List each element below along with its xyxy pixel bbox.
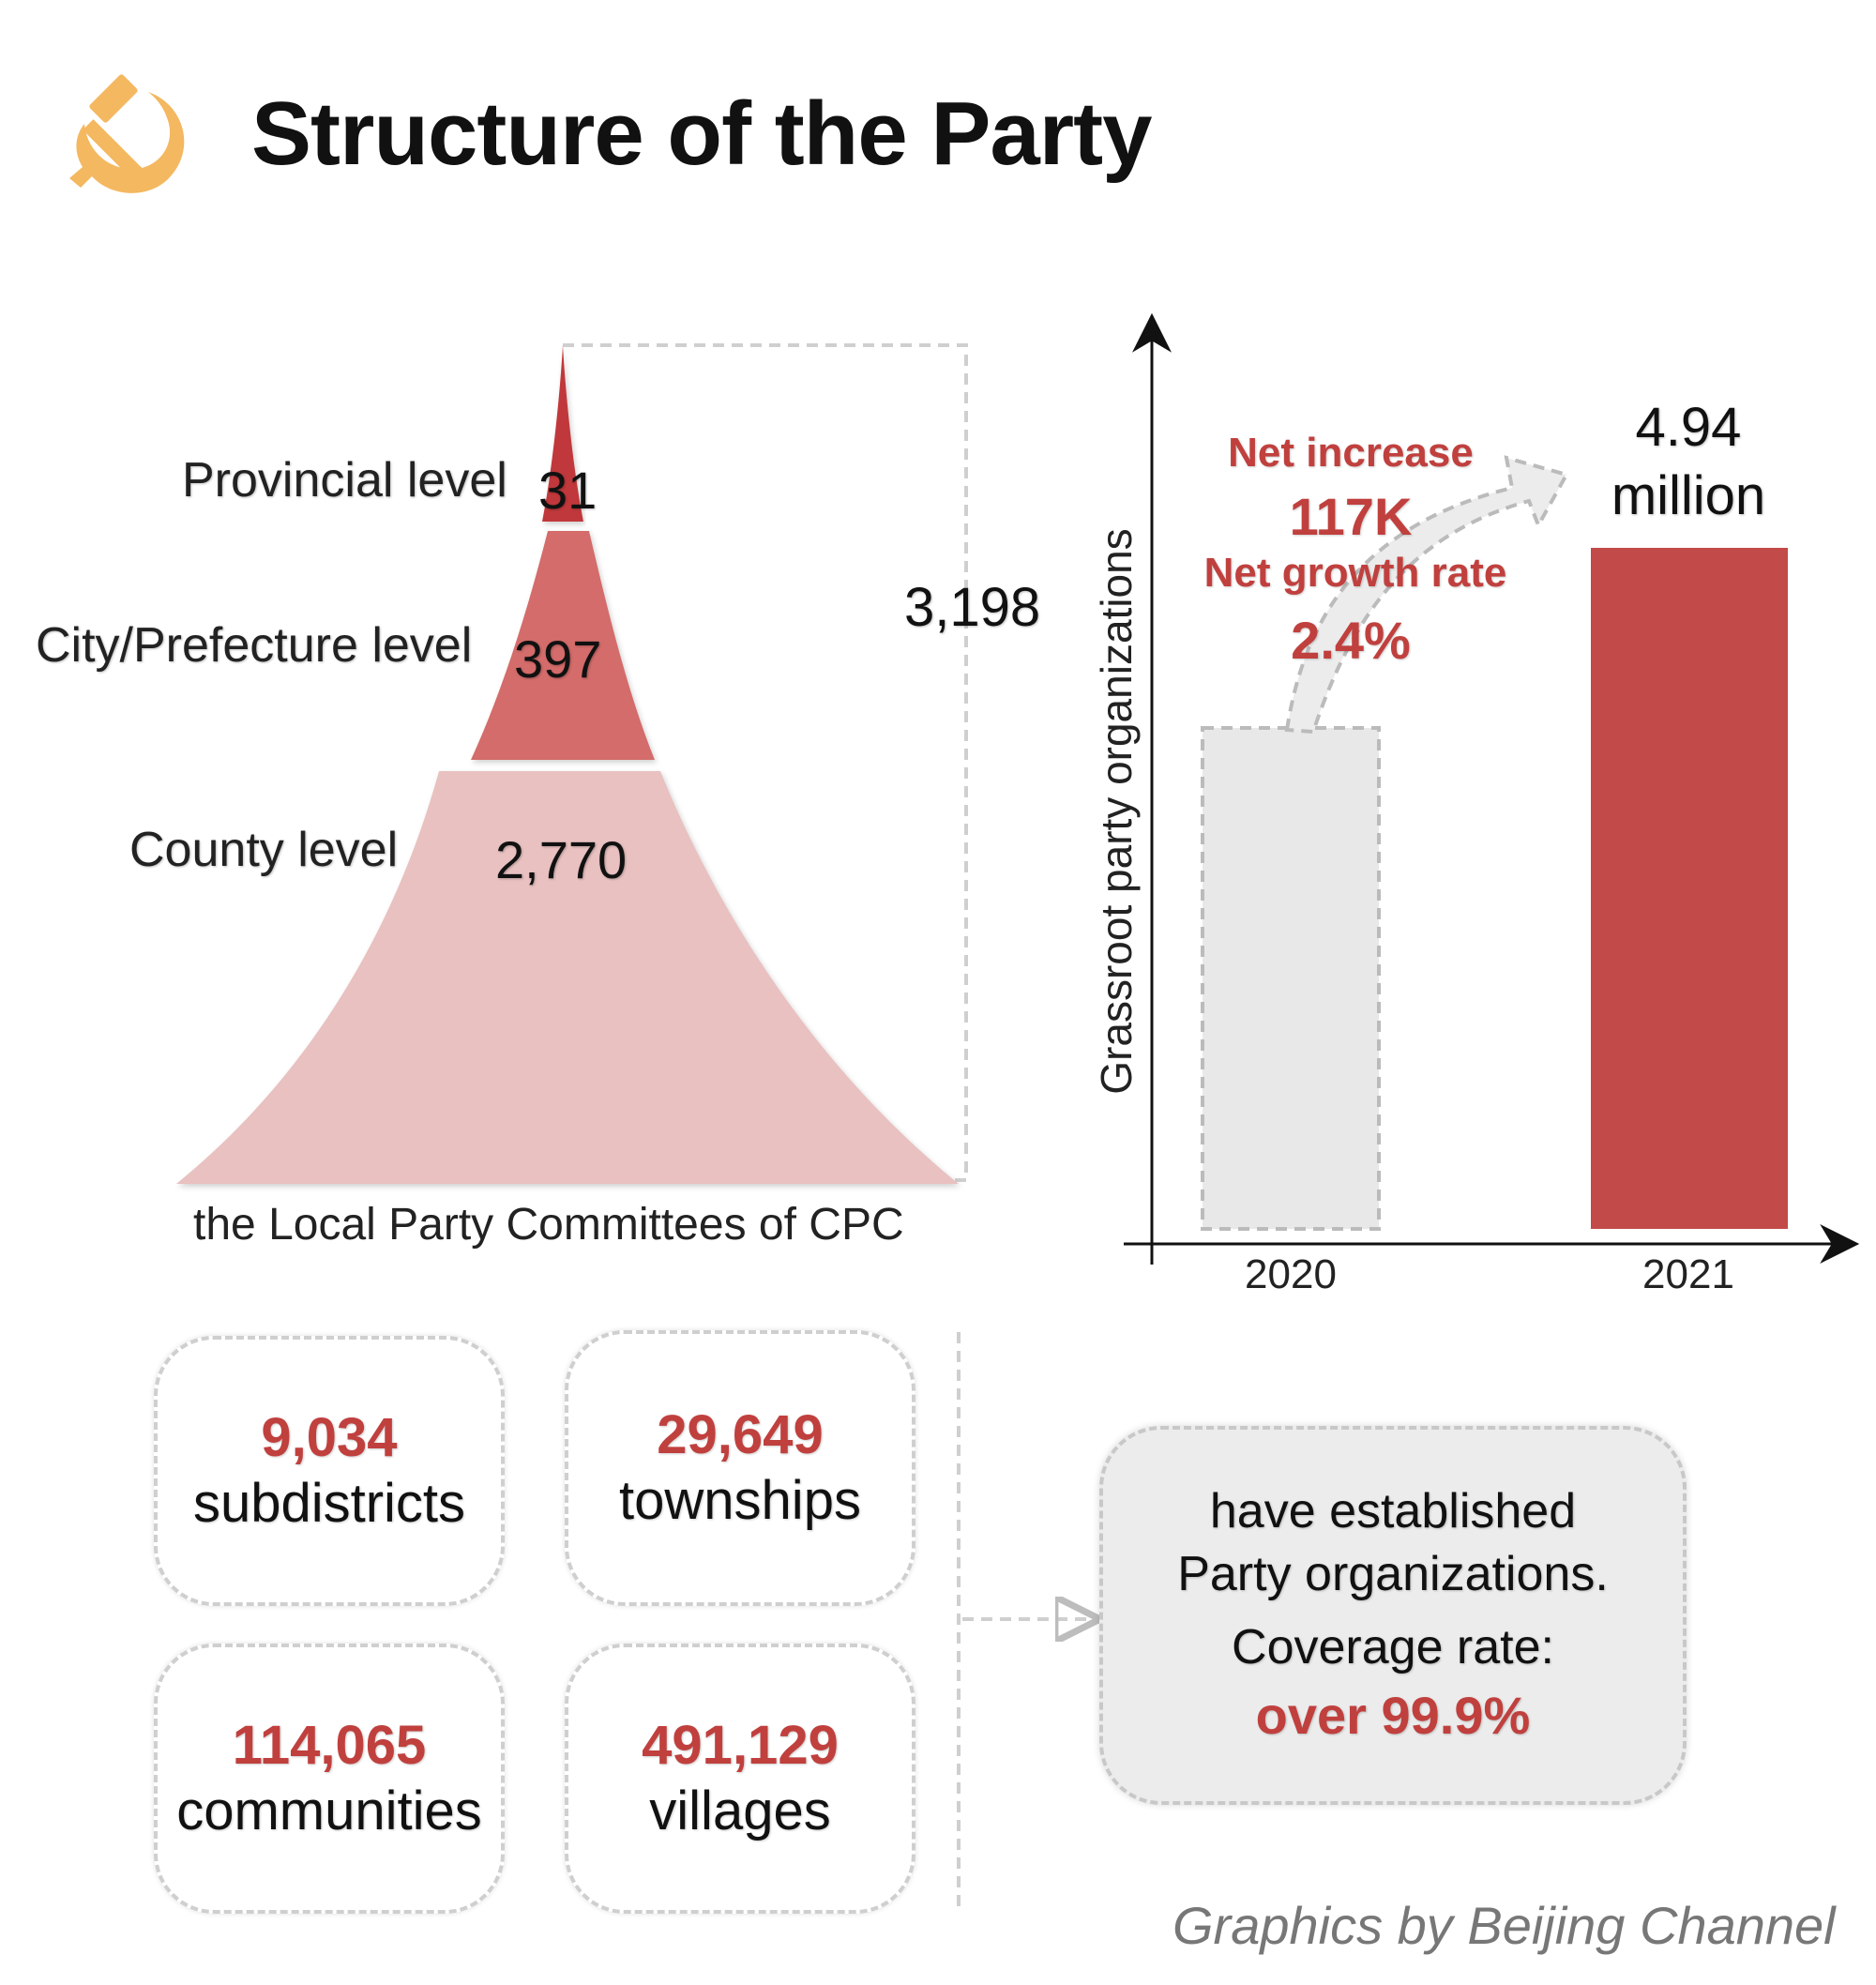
pyramid-tier-provincial xyxy=(542,345,583,522)
total-value: 3,198 xyxy=(904,577,1041,638)
stat-label: townships xyxy=(619,1470,861,1531)
growth-arrow xyxy=(1284,455,1569,735)
stat-label: communities xyxy=(176,1780,482,1841)
coverage-box: have established Party organizations. Co… xyxy=(1099,1426,1687,1805)
coverage-line-3: Coverage rate: xyxy=(1232,1620,1554,1674)
stat-box-townships: 29,649 townships xyxy=(565,1330,915,1606)
stat-value: 491,129 xyxy=(642,1715,839,1777)
stat-value: 114,065 xyxy=(232,1715,427,1777)
stat-label: subdistricts xyxy=(192,1473,466,1534)
level-value-county: 2,770 xyxy=(495,830,628,889)
bar-value-unit: million xyxy=(1611,464,1766,526)
coverage-rate: over 99.9% xyxy=(1255,1685,1531,1745)
stat-box-villages: 491,129 villages xyxy=(565,1644,915,1914)
bar-value-2021: 4.94 million xyxy=(1576,394,1801,530)
stat-label: villages xyxy=(649,1780,831,1841)
bar-2020 xyxy=(1201,726,1381,1231)
stat-value: 9,034 xyxy=(261,1407,398,1469)
pyramid-tier-city xyxy=(471,531,655,760)
bar-2021 xyxy=(1591,548,1788,1229)
growth-rate-value: 2.4% xyxy=(1291,611,1411,670)
hammer-sickle-icon xyxy=(56,66,197,206)
level-label-county: County level xyxy=(129,823,399,877)
net-increase-value: 117K xyxy=(1289,487,1413,546)
level-value-provincial: 31 xyxy=(538,461,598,520)
coverage-line-1: have established xyxy=(1209,1483,1577,1538)
pyramid-caption: the Local Party Committees of CPC xyxy=(193,1200,904,1250)
pyramid-tier-county xyxy=(176,771,959,1184)
x-tick-2020: 2020 xyxy=(1245,1251,1337,1297)
stat-value: 29,649 xyxy=(657,1404,824,1466)
x-tick-2021: 2021 xyxy=(1642,1251,1734,1297)
level-label-provincial: Provincial level xyxy=(182,453,507,508)
page-title: Structure of the Party xyxy=(251,83,1153,184)
stat-box-subdistricts: 9,034 subdistricts xyxy=(154,1336,505,1606)
credit-text: Graphics by Beijing Channel xyxy=(1172,1896,1836,1955)
bar-value-number: 4.94 xyxy=(1635,397,1742,458)
growth-rate-label: Net growth rate xyxy=(1203,550,1507,596)
stat-box-communities: 114,065 communities xyxy=(154,1644,505,1914)
total-bracket xyxy=(563,343,968,1182)
coverage-line-2: Party organizations. xyxy=(1177,1547,1609,1602)
net-increase-label: Net increase xyxy=(1228,430,1474,476)
level-label-city: City/Prefecture level xyxy=(36,618,473,673)
level-value-city: 397 xyxy=(514,629,602,689)
